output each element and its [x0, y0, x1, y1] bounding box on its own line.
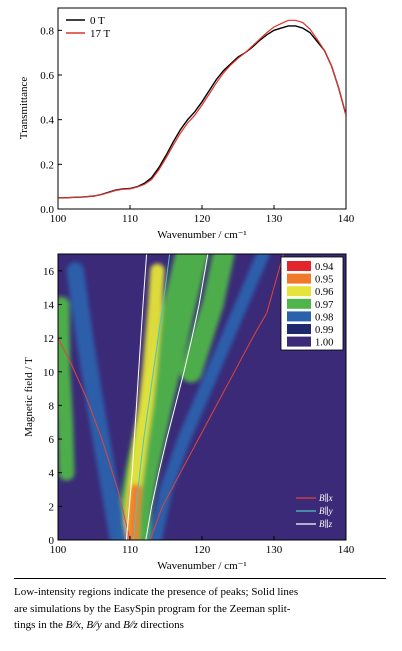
colorbar-swatch — [287, 311, 311, 322]
simulation-line — [125, 254, 148, 540]
top-y-axis-label: Transmittance — [18, 77, 30, 140]
simulation-line — [145, 254, 209, 540]
simulation-line — [133, 254, 171, 540]
colorbar-label: 0.99 — [315, 325, 333, 336]
colorbar-label: 0.96 — [315, 287, 333, 298]
heatmap-y-tick-label: 14 — [43, 299, 55, 311]
figure-caption: Low-intensity regions indicate the prese… — [14, 584, 388, 634]
colorbar-label: 0.98 — [315, 312, 333, 323]
colorbar-label: 1.00 — [315, 338, 333, 349]
colorbar-swatch — [287, 336, 311, 347]
caption-line-1: Low-intensity regions indicate the prese… — [14, 586, 299, 598]
heatmap-x-tick-label: 130 — [266, 544, 283, 556]
top-y-tick-label: 0.2 — [40, 159, 54, 171]
caption-rule — [14, 578, 386, 579]
top-x-tick-label: 100 — [50, 213, 67, 225]
simulation-line — [149, 254, 284, 540]
heatmap-x-tick-label: 120 — [194, 544, 211, 556]
top-plot-series — [58, 19, 346, 199]
heatmap-x-tick-label: 110 — [122, 544, 139, 556]
top-y-tick-label: 0.6 — [40, 70, 54, 82]
heatmap-feature-band — [148, 254, 270, 540]
legend-label-0T: 0 T — [90, 15, 105, 27]
heatmap-y-tick-label: 10 — [43, 367, 55, 379]
caption-line-2: are simulations by the EasySpin program … — [14, 602, 291, 615]
top-legend: 0 T 17 T — [66, 15, 111, 40]
colorbar-swatch — [287, 261, 311, 271]
caption-line-3: tings in the B∕∕x, B∕∕y and B∕∕z directi… — [14, 619, 184, 631]
colorbar-label: 0.94 — [315, 262, 334, 273]
heatmap-y-tick-label: 6 — [49, 434, 55, 446]
heatmap-y-axis-label: Magnetic field / T — [23, 357, 35, 437]
top-axis-ticks: 100 110 120 130 140 0.0 0.2 0.4 0.6 0.8 — [40, 25, 355, 225]
colorbar-label: 0.95 — [315, 275, 333, 286]
legend-label-17T: 17 T — [90, 28, 111, 40]
colorbar-swatch — [287, 273, 311, 284]
colorbar-swatch — [287, 286, 311, 297]
simulation-legend: B∥x B∥y B∥z — [296, 493, 333, 529]
heatmap-y-tick-label: 12 — [43, 333, 54, 345]
top-x-axis-label: Wavenumber / cm⁻¹ — [157, 229, 246, 241]
heatmap-y-tick-label: 0 — [49, 535, 55, 547]
colorbar-label: 0.97 — [315, 300, 333, 311]
heatmap-x-tick-label: 140 — [338, 544, 355, 556]
heatmap-feature-band — [127, 483, 142, 540]
top-x-tick-label: 140 — [338, 213, 355, 225]
series-line-17T — [58, 19, 346, 199]
top-x-tick-label: 130 — [266, 213, 283, 225]
series-line-0T — [58, 25, 346, 199]
colorbar: 0.94 0.950.96 0.970.98 0.99 1.00 — [280, 256, 344, 351]
heatmap-axis-ticks: 100 110 120 130 140 0 2 4 6 8 10 12 14 16 — [43, 266, 355, 556]
heatmap-y-tick-label: 16 — [43, 266, 55, 278]
top-x-tick-label: 110 — [122, 213, 139, 225]
heatmap-feature-band — [58, 296, 75, 481]
heatmap-feature-band — [66, 262, 128, 540]
colorbar-swatch — [287, 324, 311, 334]
top-y-tick-label: 0.0 — [40, 204, 54, 216]
legend-label-bz: B∥z — [319, 519, 333, 529]
simulation-lines — [58, 254, 284, 540]
top-x-tick-label: 120 — [194, 213, 211, 225]
legend-label-bx: B∥x — [319, 493, 333, 503]
legend-label-by: B∥y — [319, 506, 333, 516]
heatmap-y-tick-label: 4 — [49, 468, 55, 480]
heatmap-feature-band — [180, 254, 235, 383]
top-y-tick-label: 0.8 — [40, 25, 54, 37]
top-y-tick-label: 0.4 — [40, 115, 54, 127]
heatmap-x-tick-label: 100 — [50, 544, 67, 556]
simulation-line — [58, 337, 131, 540]
heatmap-y-tick-label: 8 — [49, 400, 55, 412]
colorbar-swatch — [287, 298, 311, 309]
heatmap-y-tick-label: 2 — [49, 501, 55, 513]
heatmap-x-axis-label: Wavenumber / cm⁻¹ — [157, 560, 246, 572]
